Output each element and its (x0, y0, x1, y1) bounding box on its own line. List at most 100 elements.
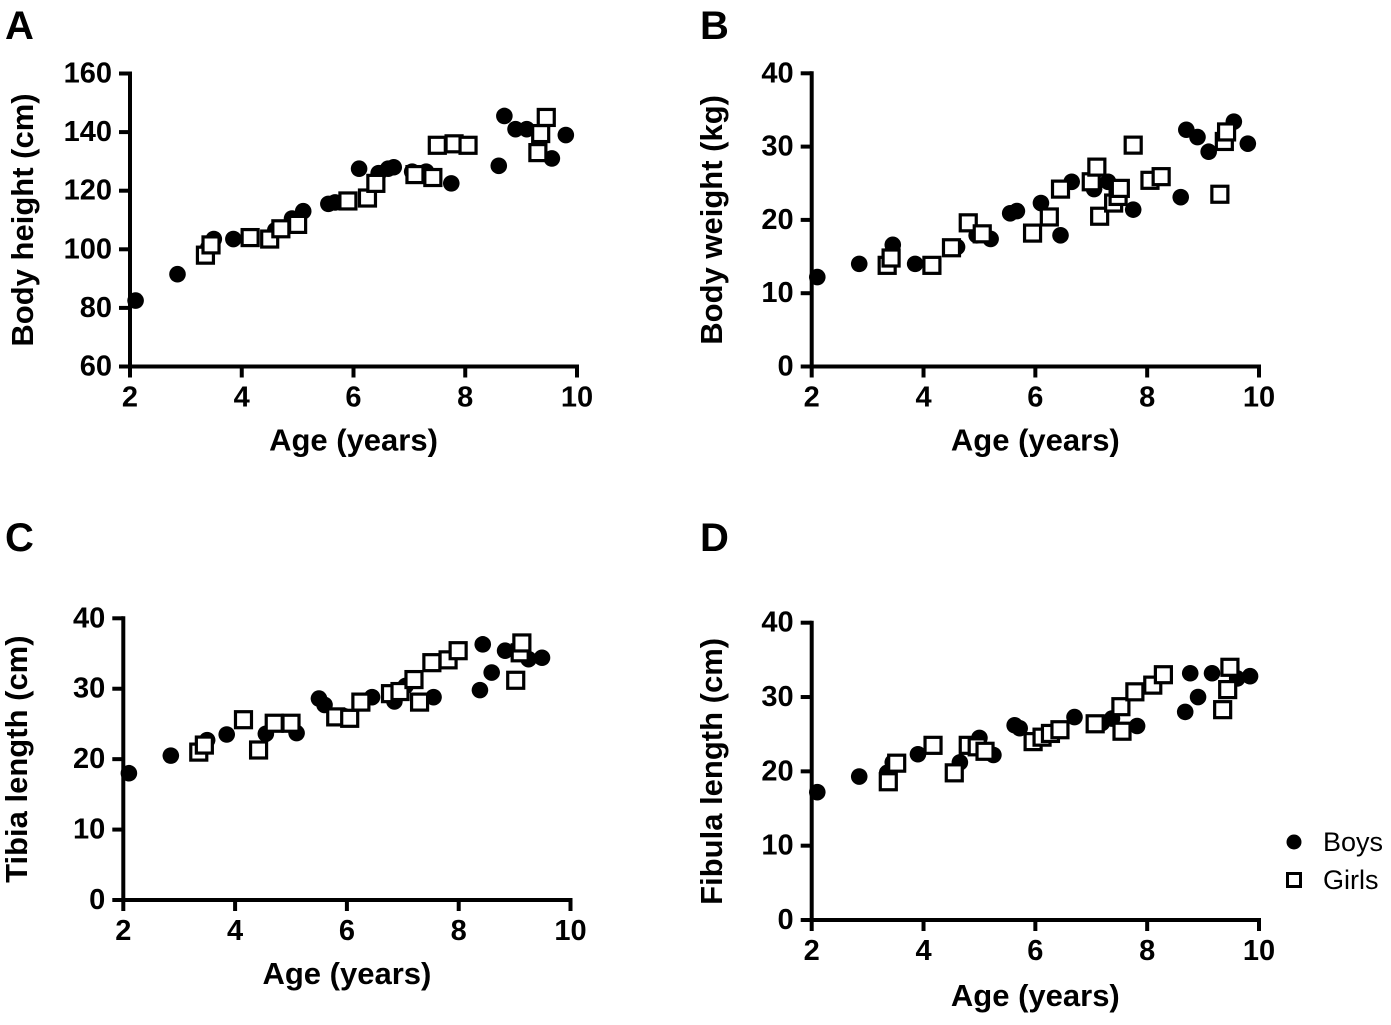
y-tick-label: 140 (64, 116, 112, 148)
y-tick-label: 100 (64, 233, 112, 265)
y-tick-label: 120 (64, 175, 112, 207)
girls-data-point (405, 164, 425, 185)
boys-data-point (1241, 667, 1259, 685)
girls-data-point (941, 238, 962, 258)
girls-data-point (975, 741, 995, 761)
boys-data-point (808, 783, 826, 801)
boys-data-point (385, 158, 403, 176)
boys-data-point (1066, 708, 1083, 726)
panel-c-letter: C (5, 516, 34, 560)
girls-data-point (1123, 135, 1143, 155)
filled-circle-icon (1286, 834, 1302, 850)
boys-data-point (127, 292, 144, 309)
x-tick-label: 4 (915, 935, 931, 967)
girls-data-point (1050, 720, 1070, 740)
girls-data-point (423, 167, 443, 188)
boys-data-point (1200, 143, 1217, 161)
girls-data-point (1039, 207, 1059, 227)
girls-data-point (528, 143, 548, 163)
x-tick-label: 2 (804, 382, 820, 414)
legend-item-girls: Girls (1283, 865, 1383, 895)
girls-data-point (944, 763, 964, 783)
y-tick-label: 20 (761, 204, 793, 236)
panel-a-letter: A (5, 4, 34, 48)
boys-data-point (1181, 664, 1199, 682)
y-tick-label: 20 (73, 743, 105, 775)
girls-data-point (1216, 122, 1237, 142)
boys-data-point (909, 745, 927, 763)
panel-d-plot: 0 10 20 30 40 2 4 6 8 10 Age (years) Fibula length … (695, 607, 1275, 1013)
boys-data-point (120, 764, 138, 782)
girls-data-point (887, 753, 907, 773)
girls-data-point (409, 692, 430, 712)
x-tick-label: 8 (457, 382, 473, 414)
y-tick-label: 10 (761, 277, 793, 309)
girls-data-point (390, 681, 410, 702)
girls-data-point (922, 255, 942, 275)
boys-data-point (1189, 688, 1207, 706)
girls-data-point (1050, 179, 1071, 199)
girls-data-point (366, 173, 386, 193)
girls-data-point (1111, 697, 1131, 717)
boys-data-point (1203, 664, 1221, 682)
y-tick-label: 0 (778, 351, 794, 383)
boys-data-point (425, 688, 442, 706)
girls-data-point (1110, 178, 1130, 198)
panel-b: B 0 10 20 30 40 2 4 6 8 10 Age (years) Body weight … (695, 0, 1391, 512)
girls-data-point (458, 135, 478, 155)
girls-data-point (271, 219, 291, 239)
girls-data-point (1022, 223, 1043, 243)
girls-data-point (506, 670, 526, 690)
boys-data-point (1032, 194, 1050, 212)
boys-data-point (1008, 202, 1026, 220)
y-axis-title: Tibia length (cm) (0, 635, 34, 882)
girls-data-point (404, 669, 424, 690)
boys-data-point (1052, 226, 1069, 244)
girls-data-point (448, 641, 468, 661)
y-tick-label: 10 (73, 814, 105, 846)
girls-data-point (881, 248, 901, 268)
girls-data-point (972, 224, 992, 244)
x-tick-label: 8 (1139, 935, 1155, 967)
girls-data-point (281, 713, 301, 733)
y-tick-label: 160 (64, 58, 112, 90)
x-tick-label: 8 (1139, 382, 1155, 414)
panel-b-plot: 0 10 20 30 40 2 4 6 8 10 Age (years) Body weight (k… (695, 57, 1275, 457)
girls-data-point (340, 708, 360, 728)
x-tick-label: 10 (554, 915, 586, 947)
boys-data-point (483, 664, 500, 681)
girls-data-point (1090, 206, 1110, 226)
girls-data-point (288, 214, 308, 234)
y-axis-title: Body weight (kg) (695, 95, 729, 345)
boys-data-point (850, 768, 868, 785)
x-tick-label: 2 (804, 935, 820, 967)
x-tick-label: 10 (1243, 935, 1275, 967)
x-tick-label: 6 (339, 915, 355, 947)
girls-data-point (422, 653, 442, 673)
panel-b-letter: B (700, 4, 729, 48)
x-tick-label: 8 (451, 915, 467, 947)
y-tick-label: 40 (761, 57, 793, 89)
girls-data-point (351, 692, 371, 712)
boys-data-point (1239, 135, 1257, 152)
panel-a: A 60 80 100 120 140 160 2 4 6 8 10 Age (years) Body … (0, 0, 695, 512)
boys-data-point (474, 636, 492, 653)
girls-data-point (201, 235, 221, 255)
boys-data-point (471, 681, 489, 699)
girls-data-point (958, 213, 978, 233)
x-axis-title: Age (years) (269, 423, 438, 458)
y-tick-label: 0 (89, 884, 105, 916)
legend-item-boys: Boys (1283, 827, 1383, 857)
x-tick-label: 2 (115, 915, 131, 947)
girls-data-point (1213, 700, 1233, 720)
x-tick-label: 6 (1027, 935, 1043, 967)
legend-label-boys: Boys (1323, 826, 1384, 857)
boys-data-point (543, 150, 561, 167)
boys-data-point (218, 726, 236, 743)
x-tick-label: 6 (1027, 382, 1043, 414)
girls-data-point (1085, 714, 1105, 734)
boys-data-point (442, 175, 460, 192)
boys-data-point (1128, 717, 1146, 735)
legend: Boys Girls (1283, 827, 1383, 895)
